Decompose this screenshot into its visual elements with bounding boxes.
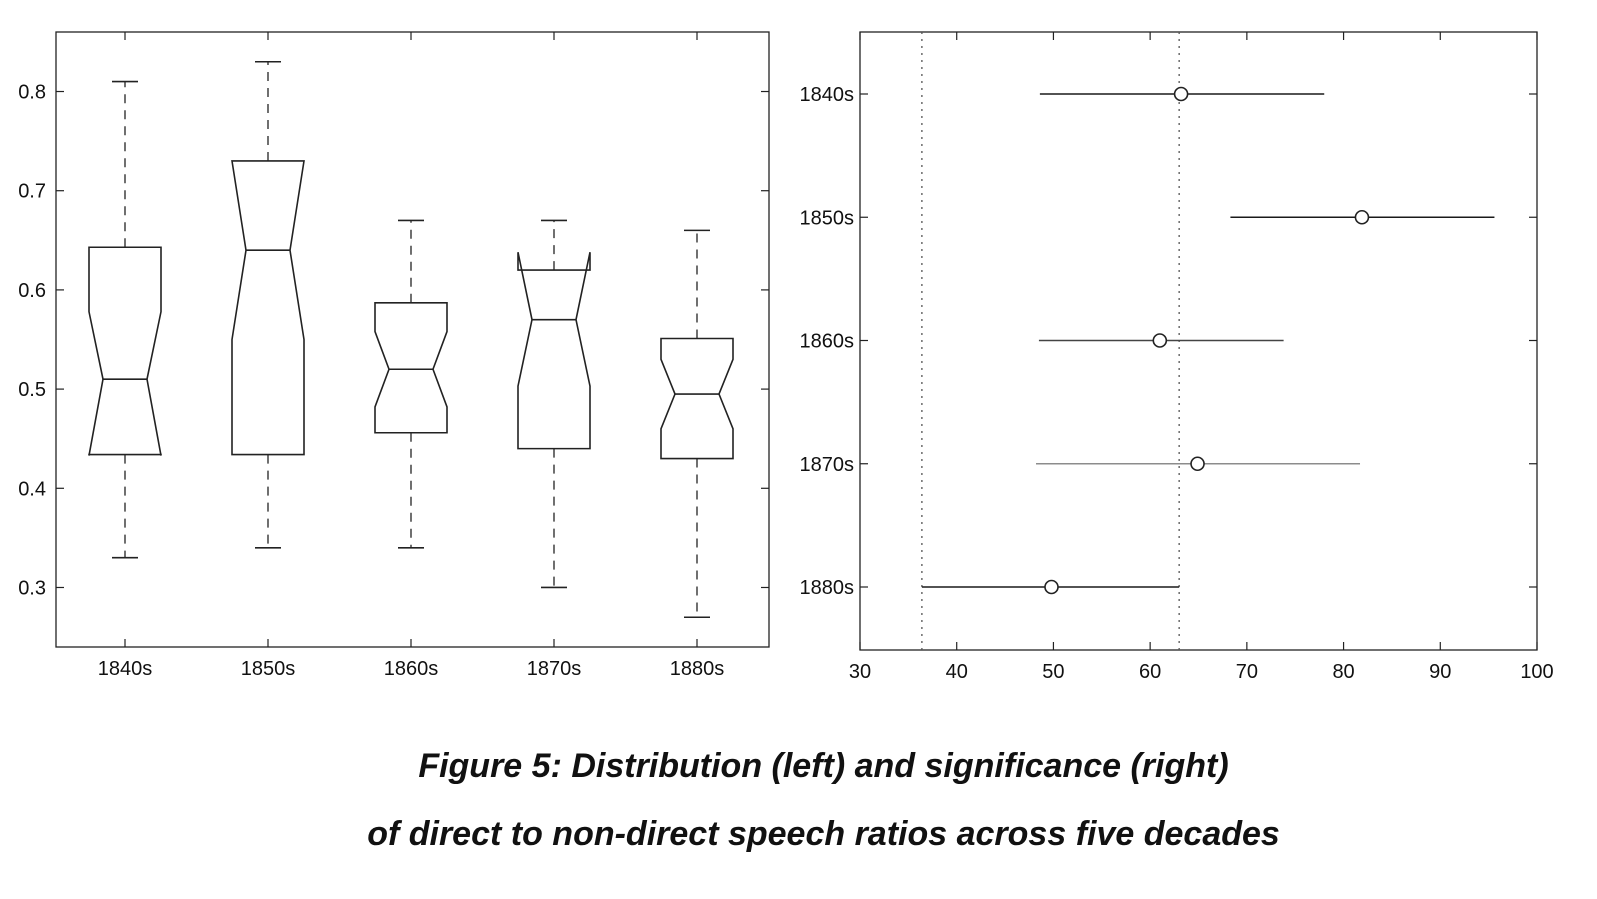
boxplot-y-tick-label: 0.3 bbox=[18, 577, 46, 599]
interval-x-tick-label: 70 bbox=[1236, 661, 1258, 683]
boxplot-y-tick-label: 0.4 bbox=[18, 478, 46, 500]
interval-y-tick-label-1850s: 1850s bbox=[800, 207, 855, 229]
notched-box-1880s bbox=[660, 337, 734, 460]
figure-caption-line-2: of direct to non-direct speech ratios ac… bbox=[367, 815, 1280, 853]
interval-x-tick-label: 60 bbox=[1139, 661, 1161, 683]
boxplot-x-tick-label-1880s: 1880s bbox=[670, 658, 725, 680]
interval-x-tick-label: 80 bbox=[1332, 661, 1354, 683]
notched-box-1860s bbox=[374, 301, 448, 434]
notched-box-1850s bbox=[231, 160, 305, 456]
interval-y-tick-label-1870s: 1870s bbox=[800, 454, 855, 476]
interval-x-tick-label: 30 bbox=[849, 661, 871, 683]
boxplot-y-tick-label: 0.7 bbox=[18, 181, 46, 203]
interval-y-tick-label-1860s: 1860s bbox=[800, 331, 855, 353]
interval-point-1860s bbox=[1152, 333, 1168, 348]
interval-y-tick-label-1840s: 1840s bbox=[800, 84, 855, 106]
interval-point-1870s bbox=[1190, 456, 1205, 472]
boxplot-x-tick-label-1840s: 1840s bbox=[98, 658, 153, 680]
boxplot-chart: 0.3 0.4 0.5 0.6 0.7 0.8 1840s 1850s 1860s 1870s 18… bbox=[18, 31, 770, 680]
boxplot-y-tick-label: 0.5 bbox=[18, 379, 46, 401]
boxplot-y-tick-label: 0.8 bbox=[18, 82, 46, 104]
interval-point-1880s bbox=[1044, 579, 1059, 595]
interval-x-tick-label: 50 bbox=[1042, 661, 1064, 683]
boxplot-x-tick-label-1870s: 1870s bbox=[527, 658, 582, 680]
boxplot-y-tick-label: 0.6 bbox=[18, 280, 46, 302]
boxplot-axes-frame bbox=[55, 31, 770, 648]
interval-point-1850s bbox=[1354, 209, 1370, 225]
notched-box-1840s bbox=[88, 246, 162, 456]
interval-x-tick-label: 90 bbox=[1429, 661, 1451, 683]
figure-caption-line-1: Figure 5: Distribution (left) and signif… bbox=[418, 747, 1229, 785]
interval-x-tick-label: 100 bbox=[1520, 661, 1553, 683]
boxplot-x-tick-label-1850s: 1850s bbox=[241, 658, 296, 680]
interval-x-tick-label: 40 bbox=[946, 661, 968, 683]
interval-point-1840s bbox=[1173, 86, 1189, 102]
notched-box-1870s bbox=[517, 252, 591, 450]
interval-y-tick-label-1880s: 1880s bbox=[800, 577, 855, 599]
interval-chart: 30 40 50 60 70 80 90 100 1840s 1850s 1860s 1870s 188… bbox=[800, 31, 1554, 683]
boxplot-x-tick-label-1860s: 1860s bbox=[384, 658, 439, 680]
